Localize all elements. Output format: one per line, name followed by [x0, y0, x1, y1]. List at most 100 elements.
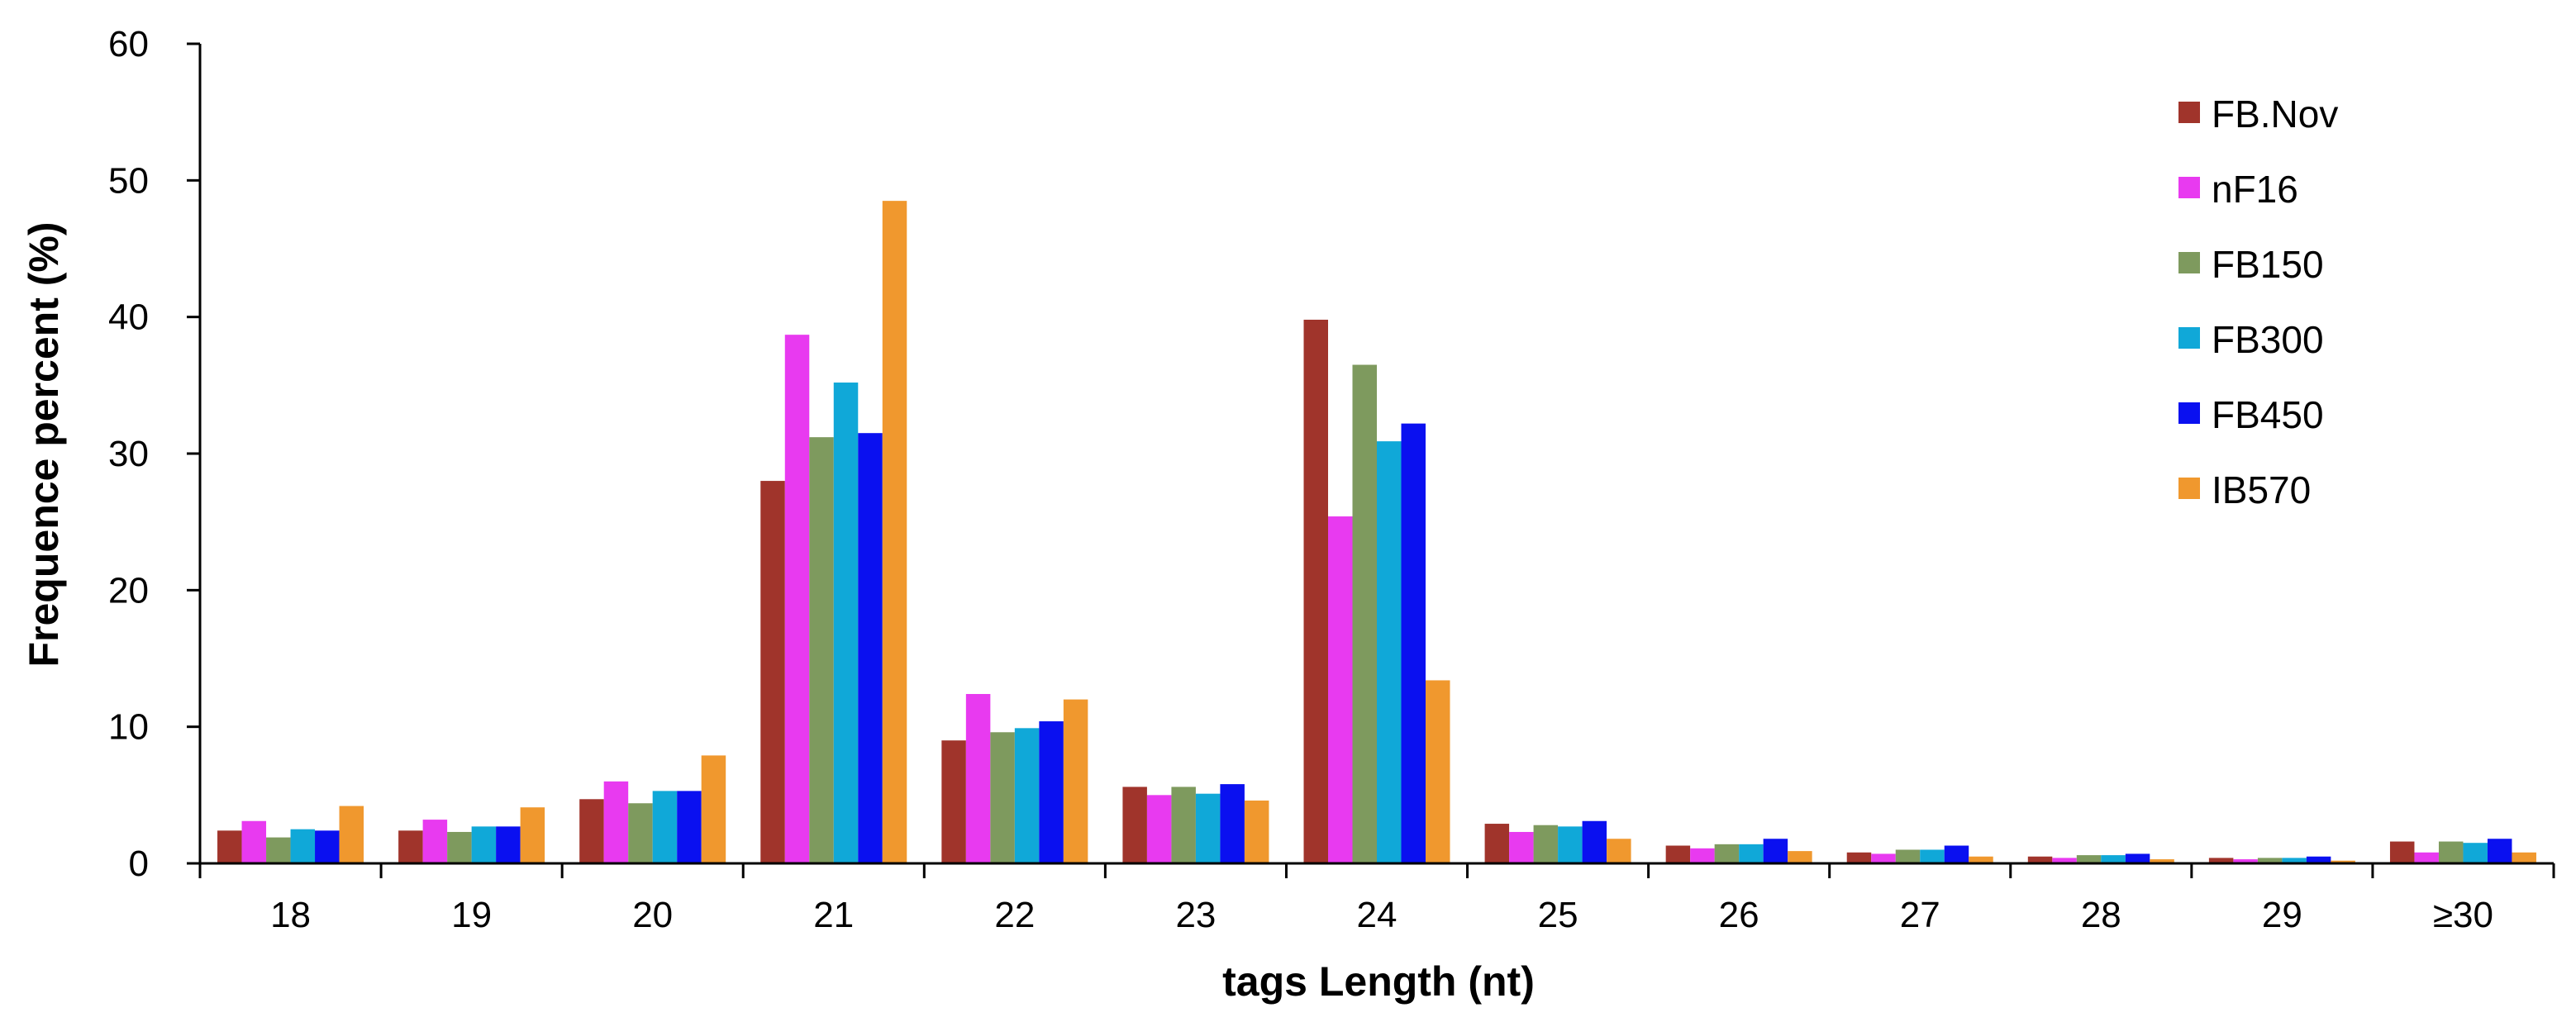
bar-ib570-5 — [1244, 800, 1269, 863]
bar-fb450-11 — [2306, 856, 2331, 863]
bar-fb300-9 — [1920, 849, 1945, 863]
bar-ib570-10 — [2150, 859, 2174, 863]
bar-fb-nov-3 — [760, 481, 785, 863]
bar-fb300-12 — [2463, 843, 2488, 863]
x-tick-label: 25 — [1538, 895, 1578, 935]
bar-ib570-1 — [520, 807, 545, 863]
bar-nf16-3 — [784, 335, 810, 863]
bar-fb450-9 — [1944, 845, 1969, 863]
legend-swatch — [2178, 177, 2200, 198]
bar-fb150-8 — [1714, 844, 1740, 863]
y-tick-label: 60 — [108, 24, 149, 64]
y-tick-label: 50 — [108, 160, 149, 201]
bar-fb300-7 — [1558, 826, 1583, 863]
y-tick-label: 0 — [129, 844, 149, 884]
bar-fb150-12 — [2438, 841, 2464, 863]
bar-fb450-1 — [496, 826, 521, 863]
bar-nf16-12 — [2414, 852, 2439, 863]
bar-fb-nov-10 — [2027, 856, 2053, 863]
bar-ib570-9 — [1969, 856, 1993, 863]
bar-nf16-7 — [1509, 831, 1534, 863]
bar-fb-nov-11 — [2208, 858, 2234, 863]
bar-fb-nov-5 — [1122, 787, 1147, 863]
bar-nf16-2 — [603, 781, 629, 863]
legend-swatch — [2178, 478, 2200, 499]
bar-nf16-10 — [2052, 858, 2077, 863]
bar-ib570-4 — [1063, 699, 1088, 863]
bar-nf16-8 — [1690, 848, 1715, 863]
bar-nf16-11 — [2233, 859, 2258, 863]
x-tick-label: 21 — [813, 895, 854, 935]
bar-fb450-6 — [1401, 423, 1426, 863]
y-tick-label: 30 — [108, 434, 149, 474]
x-tick-label: 28 — [2081, 895, 2121, 935]
bar-ib570-2 — [701, 755, 726, 863]
legend-swatch — [2178, 327, 2200, 349]
bar-fb300-4 — [1014, 728, 1040, 863]
bar-fb300-0 — [290, 829, 316, 863]
legend-swatch — [2178, 252, 2200, 273]
bar-fb150-11 — [2257, 858, 2283, 863]
y-tick-label: 40 — [108, 297, 149, 338]
tick-labels-layer: 0 10 20 30 40 50 60 18 19 20 21 22 23 24 25 26 27 28 29 ≥30 — [108, 24, 2493, 935]
bar-nf16-4 — [965, 693, 991, 863]
bar-nf16-9 — [1871, 853, 1896, 863]
bar-ib570-8 — [1788, 851, 1812, 863]
bar-fb300-10 — [2101, 855, 2126, 863]
bar-fb150-2 — [628, 803, 653, 863]
bar-fb150-5 — [1171, 787, 1196, 863]
x-tick-label: 22 — [994, 895, 1035, 935]
bar-ib570-6 — [1426, 680, 1450, 863]
bar-fb450-4 — [1039, 721, 1064, 863]
bar-fb450-8 — [1763, 839, 1788, 863]
x-tick-label: 24 — [1357, 895, 1398, 935]
x-tick-label: 27 — [1900, 895, 1940, 935]
x-tick-label: 20 — [632, 895, 673, 935]
bar-fb-nov-2 — [579, 799, 604, 863]
bar-fb-nov-8 — [1665, 845, 1691, 863]
bar-ib570-11 — [2331, 860, 2355, 863]
bar-fb450-12 — [2487, 839, 2512, 863]
bar-ib570-0 — [339, 806, 364, 863]
bar-fb-nov-1 — [398, 830, 423, 863]
bar-fb-nov-7 — [1484, 824, 1510, 863]
bar-fb450-3 — [858, 433, 883, 863]
y-tick-label: 10 — [108, 707, 149, 748]
bar-fb150-1 — [447, 831, 472, 863]
legend-label: FB300 — [2212, 318, 2324, 361]
bar-fb-nov-6 — [1303, 319, 1328, 864]
legend-swatch — [2178, 102, 2200, 123]
bar-fb-nov-0 — [217, 830, 242, 863]
bar-fb300-5 — [1195, 793, 1221, 863]
legend: FB.Nov nF16 FB150 FB300 FB450 IB570 — [2178, 93, 2338, 511]
bar-nf16-6 — [1328, 516, 1353, 863]
axes-layer — [187, 42, 2555, 878]
bars-layer — [217, 201, 2536, 864]
bar-nf16-5 — [1146, 795, 1172, 863]
y-axis-title: Frequence percent (%) — [21, 221, 67, 667]
bar-fb300-6 — [1377, 441, 1402, 863]
x-tick-label: ≥30 — [2433, 895, 2493, 935]
bar-fb-nov-4 — [941, 740, 966, 863]
legend-label: FB.Nov — [2212, 93, 2338, 135]
x-tick-label: 29 — [2262, 895, 2302, 935]
bar-ib570-7 — [1607, 839, 1631, 863]
bar-fb150-10 — [2076, 855, 2102, 863]
bar-fb300-2 — [652, 791, 678, 863]
x-tick-label: 23 — [1175, 895, 1216, 935]
x-tick-label: 18 — [270, 895, 311, 935]
bar-nf16-0 — [241, 820, 267, 863]
bar-fb150-6 — [1352, 364, 1377, 863]
legend-label: FB150 — [2212, 243, 2324, 286]
legend-label: IB570 — [2212, 468, 2311, 511]
bar-fb300-11 — [2282, 858, 2307, 863]
bar-fb150-3 — [809, 437, 834, 863]
bar-fb450-5 — [1220, 784, 1245, 863]
x-tick-label: 19 — [451, 895, 492, 935]
legend-label: nF16 — [2212, 168, 2298, 211]
bar-fb150-4 — [990, 732, 1015, 863]
bar-fb300-3 — [833, 383, 859, 863]
x-tick-label: 26 — [1719, 895, 1759, 935]
bar-fb-nov-12 — [2389, 841, 2415, 863]
